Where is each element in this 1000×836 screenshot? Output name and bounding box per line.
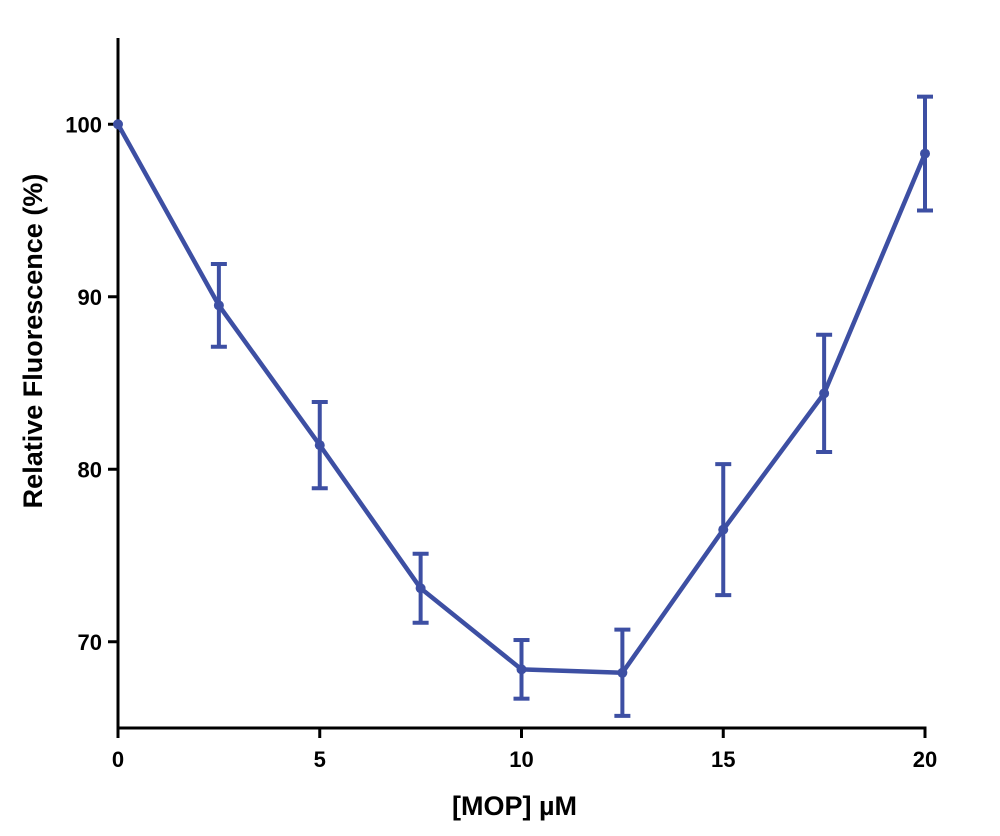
data-point bbox=[415, 583, 426, 594]
data-point bbox=[516, 664, 527, 675]
x-axis-title: [MOP] µM bbox=[452, 791, 577, 821]
data-point bbox=[314, 440, 325, 451]
y-tick-label: 70 bbox=[78, 630, 102, 655]
y-tick-label: 100 bbox=[65, 112, 102, 137]
x-ticks: 0 5 10 15 20 bbox=[112, 728, 937, 772]
x-tick-label: 5 bbox=[314, 747, 326, 772]
y-ticks: 70 80 90 100 bbox=[65, 112, 118, 655]
data-point bbox=[113, 119, 123, 130]
y-axis-title: Relative Fluorescence (%) bbox=[18, 174, 48, 509]
x-tick-label: 0 bbox=[112, 747, 124, 772]
x-tick-label: 20 bbox=[913, 747, 937, 772]
axes: 70 80 90 100 0 5 10 15 20 bbox=[65, 38, 937, 772]
y-tick-label: 80 bbox=[78, 457, 102, 482]
x-tick-label: 15 bbox=[711, 747, 735, 772]
y-tick-label: 90 bbox=[78, 285, 102, 310]
data-point bbox=[920, 148, 930, 159]
data-point bbox=[617, 667, 628, 678]
data-point bbox=[819, 388, 830, 399]
data-point bbox=[718, 524, 729, 535]
x-tick-label: 10 bbox=[509, 747, 533, 772]
series-line bbox=[116, 123, 928, 676]
series bbox=[113, 94, 933, 718]
data-point bbox=[213, 300, 224, 311]
